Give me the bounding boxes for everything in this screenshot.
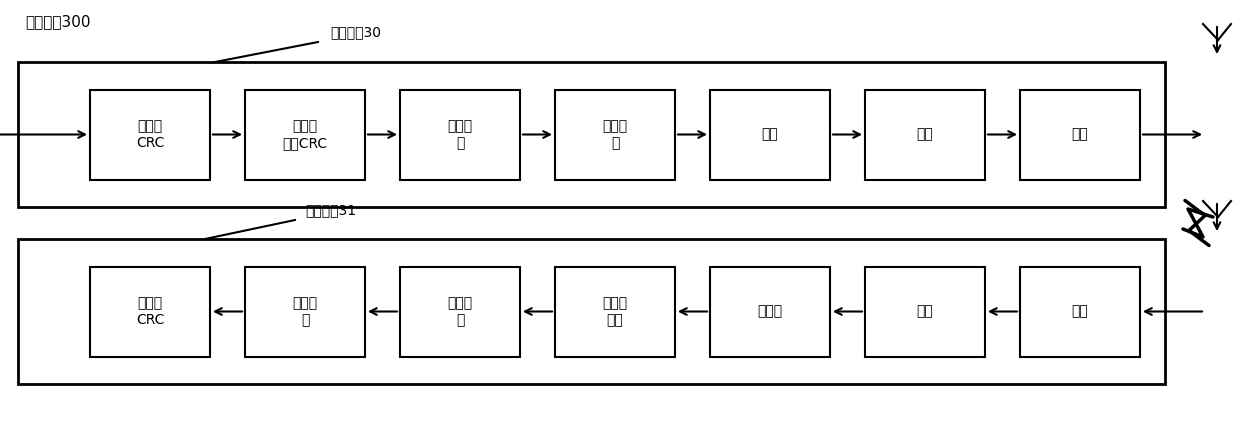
Bar bbox=[711, 89, 830, 180]
Bar bbox=[246, 267, 365, 356]
Bar bbox=[556, 267, 675, 356]
Text: 码块分
割和CRC: 码块分 割和CRC bbox=[283, 119, 327, 150]
Text: 解调: 解调 bbox=[916, 305, 934, 318]
Text: 解速率
匹配: 解速率 匹配 bbox=[603, 296, 627, 327]
Text: 接收: 接收 bbox=[1071, 305, 1089, 318]
Bar bbox=[556, 89, 675, 180]
Text: 接收设备31: 接收设备31 bbox=[305, 203, 356, 217]
Bar bbox=[1021, 89, 1140, 180]
Bar bbox=[711, 267, 830, 356]
Bar bbox=[19, 62, 1166, 207]
Text: 信道译
码: 信道译 码 bbox=[448, 296, 472, 327]
Text: 解交织: 解交织 bbox=[758, 305, 782, 318]
Text: 交织: 交织 bbox=[761, 127, 779, 142]
Text: 发送: 发送 bbox=[1071, 127, 1089, 142]
Bar bbox=[1021, 267, 1140, 356]
Text: 发送设备30: 发送设备30 bbox=[330, 25, 381, 39]
Text: 速率匹
配: 速率匹 配 bbox=[603, 119, 627, 150]
Bar bbox=[401, 267, 520, 356]
Bar bbox=[91, 267, 210, 356]
Text: 信道编
码: 信道编 码 bbox=[448, 119, 472, 150]
Bar bbox=[91, 89, 210, 180]
Bar bbox=[401, 89, 520, 180]
Bar bbox=[19, 239, 1166, 384]
Text: 码块合
并: 码块合 并 bbox=[293, 296, 317, 327]
Bar bbox=[866, 89, 985, 180]
Bar bbox=[866, 267, 985, 356]
Text: 传输块
CRC: 传输块 CRC bbox=[136, 119, 164, 150]
Bar bbox=[246, 89, 365, 180]
Text: 传输块
CRC: 传输块 CRC bbox=[136, 296, 164, 327]
Text: 通信系统300: 通信系统300 bbox=[25, 14, 91, 29]
Text: 调制: 调制 bbox=[916, 127, 934, 142]
